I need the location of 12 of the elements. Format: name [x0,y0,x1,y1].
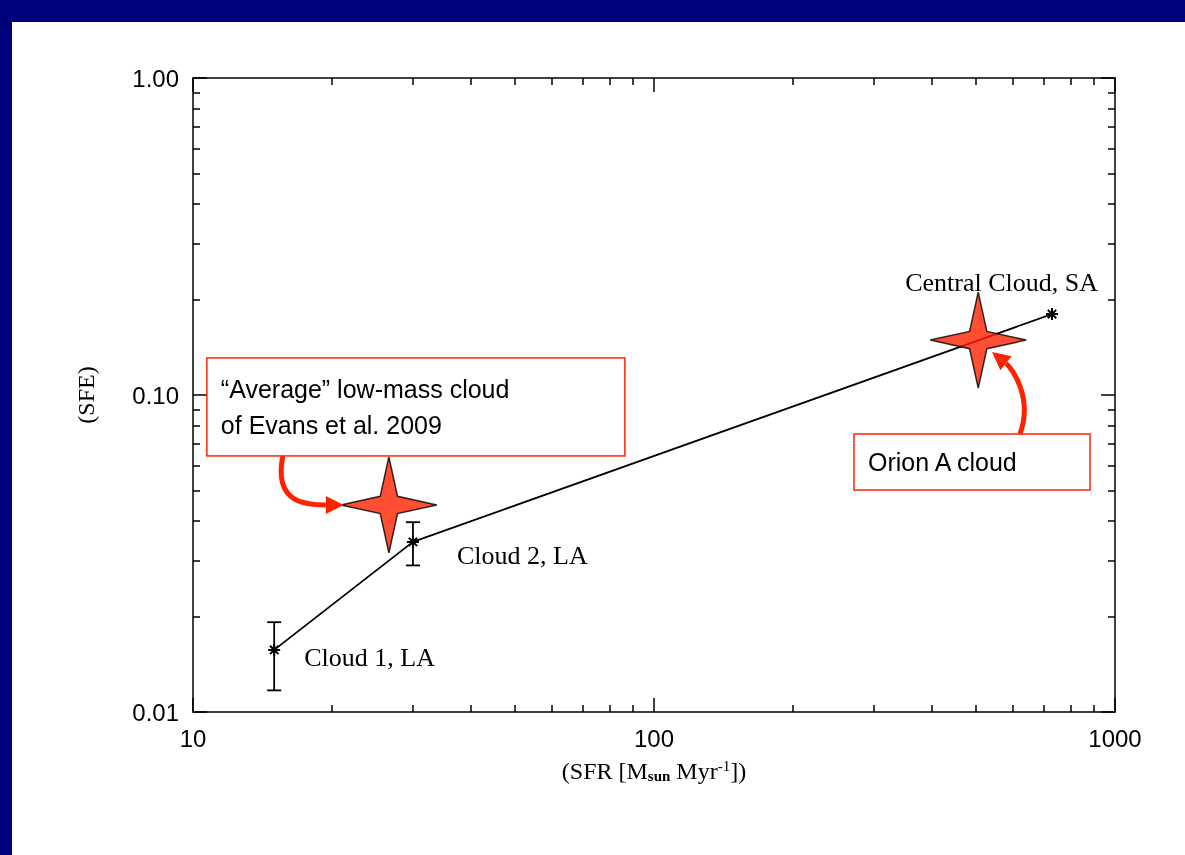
annotation: “Average” low-mass cloud of Evans et al. 2009 [220,373,510,441]
x-tick-label: 10 [179,724,207,752]
x-tick-label: 100 [633,724,675,752]
annotation: Cloud 2, LA [456,541,588,571]
y-tick-label: 1.00 [132,64,179,92]
annotation: Central Cloud, SA [905,267,1099,297]
y-tick-label: 0.10 [132,381,179,409]
y-axis-title: (SFE) [73,366,99,424]
y-tick-label: 0.01 [132,698,179,726]
annotation: Cloud 1, LA [304,643,436,673]
x-tick-label: 1000 [1088,724,1142,752]
annotation: Orion A cloud [868,447,1017,478]
